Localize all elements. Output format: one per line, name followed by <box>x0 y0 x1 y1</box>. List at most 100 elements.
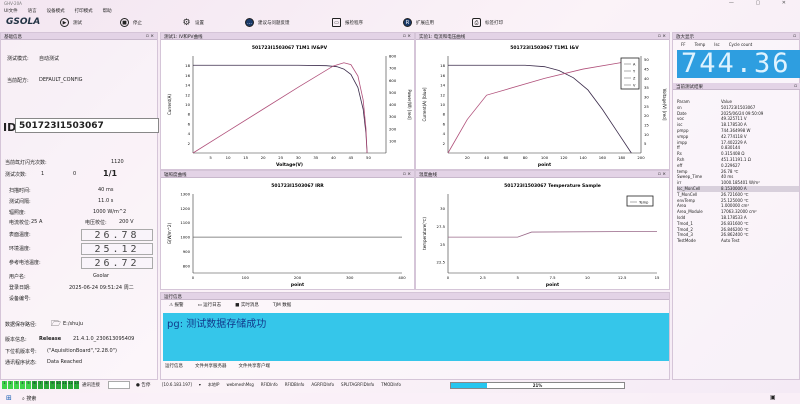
float-close-icon[interactable]: ▫ × <box>145 34 154 39</box>
legend-box <box>626 195 654 207</box>
menu-print-mode[interactable]: 打印模式 <box>74 9 93 14</box>
series-line-0 <box>193 64 368 154</box>
float-close-icon[interactable]: ▫ × <box>657 34 666 39</box>
table-row[interactable]: Tmod_1 26.831600 ℃ <box>677 221 799 227</box>
y-tick-label: 14 <box>185 83 190 88</box>
comm-connect-label: 通讯连接 <box>82 383 100 388</box>
table-row[interactable]: ff 0.830144 <box>677 145 799 151</box>
table-row[interactable]: Rs 0.315408 Ω <box>677 151 799 157</box>
stop-button[interactable]: ■ 停止 <box>120 18 142 27</box>
taskbar: ⊞ ⌕ 搜索 ▣ <box>0 393 800 404</box>
comm-field[interactable] <box>108 381 130 389</box>
menu-file[interactable]: UI文件 <box>4 9 18 14</box>
table-row[interactable]: impp 17.402229 A <box>677 140 799 146</box>
folder-icon[interactable]: 🗁 <box>51 319 61 328</box>
x-tick-label: 60 <box>503 155 508 160</box>
table-row[interactable]: Isdd 18.178533 A <box>677 215 799 221</box>
channel-light: 5 <box>26 381 31 389</box>
test-count-b: 0 <box>73 171 77 177</box>
float-icon[interactable]: ▫ <box>793 84 797 89</box>
search-label: 搜索 <box>26 396 37 402</box>
x-tick-label: 15 <box>243 155 248 160</box>
table-row[interactable]: eff 0.229627 <box>677 163 799 169</box>
inspection-button[interactable]: ▭ 报检程序 <box>332 18 363 27</box>
table-row[interactable]: pmpp 744.364998 W <box>677 128 799 134</box>
float-icon[interactable]: ▫ <box>792 34 796 39</box>
legend-label: V <box>633 84 636 88</box>
channel-light: 7 <box>38 381 43 389</box>
irradiance-label: 辐照度: <box>9 210 26 216</box>
ambient-temp-display: 25.12 <box>81 243 153 255</box>
y2-tick-label: 200 <box>389 126 397 131</box>
table-row[interactable]: voc 49.325711 V <box>677 116 799 122</box>
right-panel: 放大显示 ▫ FF Temp Isc Cycle count 744.36 当前测… <box>672 32 800 380</box>
settings-button[interactable]: ⚙ 设置 <box>182 18 204 28</box>
y2-tick-label: 40 <box>644 76 649 81</box>
monitor-icon: ▭ <box>332 18 341 27</box>
tab-cycle-count[interactable]: Cycle count <box>728 42 753 47</box>
table-row[interactable]: isc 18.178530 A <box>677 122 799 128</box>
float-close-icon[interactable]: ▫ × <box>402 34 411 39</box>
table-row[interactable]: Tmod_3 26.862400 ℃ <box>677 232 799 238</box>
y-axis-label: Current(A) [blue] <box>422 87 427 121</box>
comm-status-label: 通讯程序状态: <box>5 360 37 366</box>
float-close-icon[interactable]: ▫ × <box>402 172 411 177</box>
table-row[interactable]: irr 1000.185401 W/m² <box>677 180 799 186</box>
feedback-button[interactable]: … 建议与问题反馈 <box>245 18 290 27</box>
table-row[interactable]: temp 26.78 ℃ <box>677 169 799 175</box>
tab-run-log[interactable]: ▭ 运行日志 <box>197 303 222 308</box>
y-tick-label: 14 <box>440 83 445 88</box>
bottom-tab-run-info[interactable]: 运行信息 <box>165 364 183 369</box>
notification-icon[interactable]: ▣ <box>770 394 776 401</box>
bottom-tab-file-server[interactable]: 文件共享服务器 <box>195 364 227 369</box>
bottom-tab-file-client[interactable]: 文件共享客户端 <box>238 364 271 369</box>
menu-device-mode[interactable]: 设备模式 <box>46 9 65 14</box>
label-print-button[interactable]: ⎙ 标签打印 <box>472 18 503 27</box>
user-label: 用户名: <box>9 274 26 280</box>
status-agrfid: AGRFIDInfo <box>311 382 335 387</box>
table-row[interactable]: Area_Module 17063.32000 cm² <box>677 209 799 215</box>
y-tick-label: 16 <box>185 73 190 78</box>
tab-temp[interactable]: Temp <box>694 42 706 47</box>
ip-select[interactable]: [10.6.183.197] <box>162 382 192 387</box>
param-cell: irr <box>677 180 682 186</box>
param-cell: temp <box>677 168 688 174</box>
table-row[interactable]: Date 2025/06/24 09:50:09 <box>677 111 799 117</box>
taskbar-search[interactable]: ⌕ 搜索 <box>22 396 37 402</box>
y2-axis-label: Power(W) [red] <box>407 89 412 120</box>
table-row[interactable]: sn 501723I1503067 <box>677 105 799 111</box>
firmware: ("AquisitionBoard","2.28.0") <box>47 348 117 354</box>
y2-tick-label: 400 <box>389 102 397 107</box>
table-row[interactable]: Rsh 451.31191.1 Ω <box>677 157 799 163</box>
float-close-icon[interactable]: ▫ × <box>657 172 666 177</box>
tab-tjm[interactable]: TJM 数据 <box>272 303 292 308</box>
tab-ff[interactable]: FF <box>681 42 686 47</box>
y-tick-label: 12 <box>185 92 190 97</box>
x-tick-label: 45 <box>348 155 353 160</box>
table-row[interactable]: Area 1.000000 cm² <box>677 203 799 209</box>
menu-help[interactable]: 帮助 <box>102 9 112 14</box>
table-row[interactable]: Sweep_Time 40 ms <box>677 174 799 180</box>
table-row[interactable]: vmpp 42.774118 V <box>677 134 799 140</box>
window-controls[interactable]: — ▢ ✕ <box>728 0 796 6</box>
menu-language[interactable]: 语言 <box>27 9 37 14</box>
table-row[interactable]: Isc_MonCell 8.1530000 A <box>677 185 799 192</box>
id-field[interactable]: 501723I1503067 <box>15 118 159 133</box>
y-tick-label: 4 <box>188 131 191 136</box>
x-tick-label: 10 <box>226 155 231 160</box>
table-row[interactable]: T_MonCell 26.721600 ℃ <box>677 192 799 198</box>
table-row[interactable]: envTemp 25.125000 ℃ <box>677 198 799 204</box>
interval-label: 测试间隔: <box>9 199 31 205</box>
x-tick-label: 140 <box>579 155 587 160</box>
extension-button[interactable]: R 扩展应用 <box>403 18 434 27</box>
tab-alarm[interactable]: ⚠ 报警 <box>169 303 184 308</box>
temperature-chart-panel: 温度曲线 ▫ × 501723I1503067 Temperature Sampl… <box>415 170 670 290</box>
device-no-label: 设备编号: <box>9 296 31 302</box>
tab-realtime[interactable]: ■ 实时消息 <box>235 303 259 308</box>
table-row[interactable]: Tmod_2 26.846200 ℃ <box>677 227 799 233</box>
windows-start-icon[interactable]: ⊞ <box>6 394 12 402</box>
tab-isc[interactable]: Isc <box>714 42 720 47</box>
table-row[interactable]: TestMode Auto Test <box>677 238 799 244</box>
test-button[interactable]: ▶ 测试 <box>60 18 82 27</box>
dropdown-icon[interactable]: ▾ <box>198 382 201 387</box>
